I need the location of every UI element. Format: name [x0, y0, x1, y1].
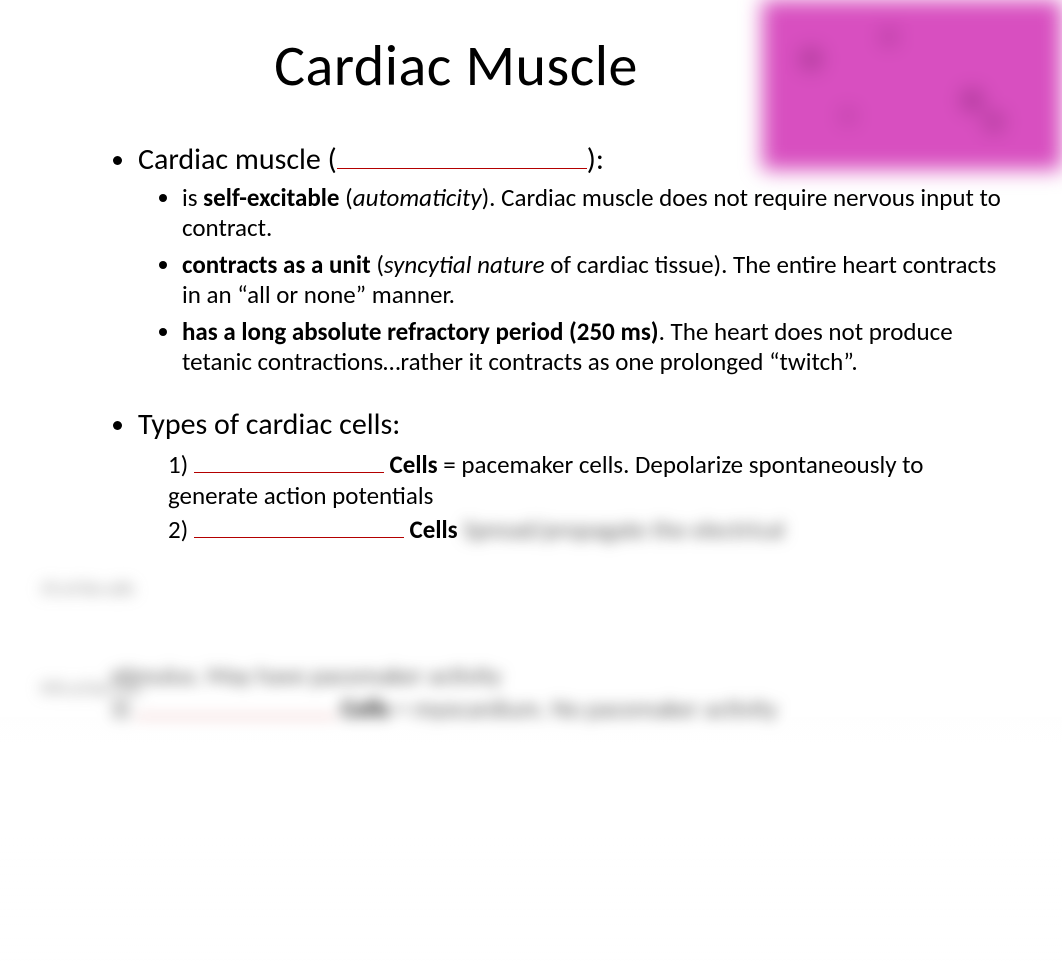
- sub-bullet: is self-excitable (automaticity). Cardia…: [182, 183, 1002, 244]
- list-item: 1) Cells = pacemaker cells. Depolarize s…: [168, 449, 1002, 512]
- bold-text: self-excitable: [203, 182, 339, 213]
- list-item: 2) Cells Spread/propagate the electrical: [168, 514, 1002, 545]
- text: 1): [168, 449, 194, 480]
- bold-text: Cells: [404, 514, 458, 545]
- text: 2): [168, 514, 194, 545]
- bullet-cardiac-muscle: Cardiac muscle (): is self-excitable (au…: [138, 141, 1002, 378]
- margin-note: 1% of the cells: [40, 580, 134, 601]
- bold-text: has a long absolute refractory period (2…: [182, 316, 659, 347]
- text: ):: [587, 141, 604, 178]
- fill-in-blank: [194, 515, 404, 537]
- bold-text: contracts as a unit: [182, 249, 371, 280]
- numbered-list: 1) Cells = pacemaker cells. Depolarize s…: [168, 449, 1002, 545]
- blurred-text: Spread/propagate the electrical: [463, 514, 784, 545]
- fade-overlay: [0, 717, 1062, 977]
- blurred-content: 1% of the cells 99% of the cells stimulu…: [110, 660, 1002, 725]
- sub-bullet-list: is self-excitable (automaticity). Cardia…: [138, 183, 1002, 378]
- fill-in-blank: [194, 451, 384, 473]
- italic-text: syncytial nature: [384, 249, 545, 280]
- fill-in-blank: [337, 143, 587, 170]
- slide-container: Cardiac Muscle Cardiac muscle (): is sel…: [0, 0, 1062, 977]
- text: Types of cardiac cells:: [138, 406, 400, 443]
- text: Cardiac muscle (: [138, 141, 337, 178]
- sub-bullet: has a long absolute refractory period (2…: [182, 317, 1002, 378]
- text: = myocardium. No pacemaker activity: [390, 693, 778, 724]
- sub-bullet: contracts as a unit (syncytial nature of…: [182, 250, 1002, 311]
- blurred-line: 3) Cells = myocardium. No pacemaker acti…: [110, 693, 1002, 726]
- bold-text: Cells: [342, 693, 390, 724]
- margin-note: 99% of the cells: [40, 680, 142, 701]
- bullet-list: Cardiac muscle (): is self-excitable (au…: [110, 141, 1002, 545]
- fill-in-blank: [136, 694, 336, 716]
- text: (: [340, 182, 353, 213]
- blurred-line: stimulus. May have pacemaker activity: [110, 660, 1002, 693]
- histology-image: [762, 0, 1062, 170]
- text: (: [371, 249, 384, 280]
- bold-text: Cells: [384, 449, 438, 480]
- italic-text: automaticity: [353, 182, 482, 213]
- text: is: [182, 182, 203, 213]
- bullet-cell-types: Types of cardiac cells: 1) Cells = pacem…: [138, 406, 1002, 545]
